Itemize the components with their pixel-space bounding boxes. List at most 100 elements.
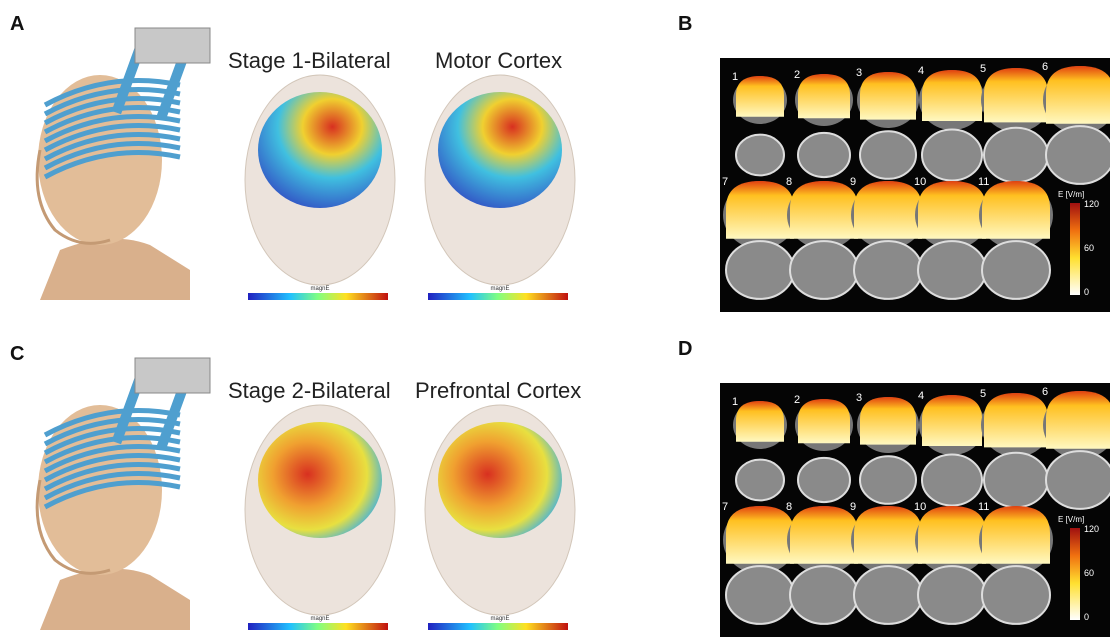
- slice-number: 2: [794, 69, 800, 81]
- panel-label: A: [10, 13, 24, 35]
- slice-anatomy: [798, 458, 850, 502]
- colorbar-label: magnE: [310, 286, 329, 292]
- slice-number: 8: [786, 176, 792, 188]
- colorbar-tick-label: 0: [1084, 287, 1089, 297]
- slice-field: [922, 395, 982, 446]
- slice-anatomy: [860, 456, 916, 504]
- slice-anatomy: [854, 241, 922, 299]
- slice-anatomy: [736, 135, 784, 176]
- slice-field: [790, 181, 858, 239]
- slice-number: 11: [978, 501, 989, 513]
- slice-number: 3: [856, 392, 862, 404]
- colorbar-tick-label: 120: [1084, 199, 1099, 209]
- colorbar-label: magnE: [310, 616, 329, 622]
- slice-anatomy: [790, 566, 858, 624]
- slice-number: 10: [914, 501, 926, 513]
- device-box: [135, 358, 210, 393]
- slice-field: [790, 506, 858, 564]
- slice-anatomy: [1046, 126, 1110, 184]
- slice-anatomy: [922, 130, 982, 181]
- brain: [258, 422, 382, 538]
- slice-field: [860, 72, 916, 120]
- title-left: Stage 2-Bilateral: [228, 378, 391, 403]
- slice-field: [1046, 391, 1110, 449]
- slice-field: [854, 181, 922, 239]
- slice-number: 8: [786, 501, 792, 513]
- bust: [40, 239, 190, 300]
- slice-number: 6: [1042, 61, 1048, 73]
- slice-field: [918, 181, 986, 239]
- slice-number: 2: [794, 394, 800, 406]
- slice-number: 4: [918, 65, 924, 77]
- brain: [438, 92, 562, 208]
- slice-number: 5: [980, 63, 986, 75]
- slice-number: 9: [850, 176, 856, 188]
- bust: [40, 569, 190, 630]
- slice-field: [918, 506, 986, 564]
- slice-number: 1: [732, 71, 738, 83]
- colorbar-tick-label: 60: [1084, 568, 1094, 578]
- slice-anatomy: [984, 453, 1048, 507]
- colorbar-label: magnE: [490, 616, 509, 622]
- slice-anatomy: [918, 566, 986, 624]
- colorbar-tick-label: 60: [1084, 243, 1094, 253]
- slice-field: [984, 68, 1048, 122]
- slice-number: 11: [978, 176, 989, 188]
- slice-field: [922, 70, 982, 121]
- colorbar: [248, 623, 388, 630]
- slice-anatomy: [982, 566, 1050, 624]
- title-right: Prefrontal Cortex: [415, 378, 581, 403]
- slice-field: [736, 76, 784, 117]
- colorbar-title: E [V/m]: [1058, 190, 1084, 199]
- slice-anatomy: [922, 455, 982, 506]
- colorbar-label: magnE: [490, 286, 509, 292]
- slice-anatomy: [918, 241, 986, 299]
- colorbar: [248, 293, 388, 300]
- title-left: Stage 1-Bilateral: [228, 48, 391, 73]
- slice-number: 10: [914, 176, 926, 188]
- slice-number: 9: [850, 501, 856, 513]
- colorbar: [1070, 528, 1080, 620]
- slice-field: [1046, 66, 1110, 124]
- slice-anatomy: [860, 131, 916, 179]
- slice-field: [854, 506, 922, 564]
- slice-anatomy: [798, 133, 850, 177]
- slice-field: [736, 401, 784, 442]
- slice-anatomy: [726, 566, 794, 624]
- slice-number: 1: [732, 396, 738, 408]
- colorbar: [428, 623, 568, 630]
- slice-number: 3: [856, 67, 862, 79]
- slice-field: [982, 181, 1050, 239]
- slice-number: 7: [722, 176, 728, 188]
- slice-anatomy: [984, 128, 1048, 182]
- slice-anatomy: [790, 241, 858, 299]
- brain: [258, 92, 382, 208]
- slice-field: [726, 506, 794, 564]
- panel: C Stage 2-Bilateral Prefrontal Cortex magnE…: [10, 343, 581, 630]
- slice-number: 5: [980, 388, 986, 400]
- panel-label: C: [10, 343, 24, 365]
- colorbar-tick-label: 0: [1084, 612, 1089, 622]
- device-box: [135, 28, 210, 63]
- panel-label: B: [678, 13, 692, 35]
- colorbar-tick-label: 120: [1084, 524, 1099, 534]
- slice-anatomy: [982, 241, 1050, 299]
- slice-field: [982, 506, 1050, 564]
- slice-field: [984, 393, 1048, 447]
- figure: AStage 1-BilateralMotor CortexmagnEmagnE…: [0, 0, 1110, 639]
- slice-anatomy: [736, 460, 784, 501]
- panel: B 1 2 3 4 5 6 7 8 9 10 11 E [V/m]120 60 0: [678, 13, 1110, 312]
- brain: [438, 422, 562, 538]
- colorbar-title: E [V/m]: [1058, 515, 1084, 524]
- slice-field: [798, 74, 850, 118]
- panel-label: D: [678, 338, 692, 360]
- slice-anatomy: [1046, 451, 1110, 509]
- slice-number: 7: [722, 501, 728, 513]
- slice-field: [860, 397, 916, 445]
- slice-field: [798, 399, 850, 443]
- slice-anatomy: [726, 241, 794, 299]
